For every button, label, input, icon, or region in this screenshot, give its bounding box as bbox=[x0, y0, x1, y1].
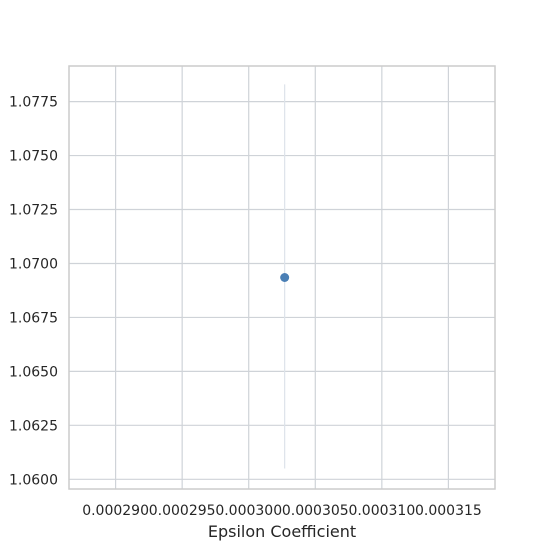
x-tick-labels: 0.000290 0.000295 0.000300 0.000305 0.000310… bbox=[82, 503, 482, 519]
x-tick-label: 0.000310 bbox=[348, 503, 415, 519]
y-tick-label: 1.0600 bbox=[9, 472, 58, 488]
y-tick-label: 1.0625 bbox=[9, 418, 58, 434]
x-tick-label: 0.000315 bbox=[415, 503, 482, 519]
x-tick-label: 0.000305 bbox=[282, 503, 349, 519]
y-tick-label: 1.0725 bbox=[9, 203, 58, 219]
y-tick-label: 1.0675 bbox=[9, 310, 58, 326]
x-tick-label: 0.000290 bbox=[82, 503, 149, 519]
grid-layer bbox=[69, 66, 495, 489]
x-tick-label: 0.000295 bbox=[149, 503, 216, 519]
y-tick-label: 1.0700 bbox=[9, 256, 58, 272]
data-layer bbox=[280, 84, 290, 469]
y-tick-label: 1.0775 bbox=[9, 95, 58, 111]
y-tick-label: 1.0650 bbox=[9, 364, 58, 380]
y-tick-labels: 1.0600 1.0625 1.0650 1.0675 1.0700 1.0725 1.07… bbox=[9, 95, 58, 489]
plot-frame bbox=[68, 65, 496, 490]
y-tick-label: 1.0750 bbox=[9, 149, 58, 165]
data-point bbox=[280, 273, 290, 282]
x-tick-label: 0.000300 bbox=[215, 503, 282, 519]
x-axis-label: Epsilon Coefficient bbox=[208, 522, 356, 541]
